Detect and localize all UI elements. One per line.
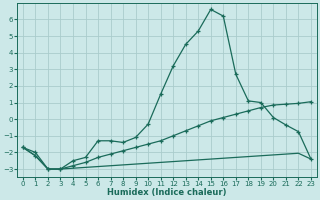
X-axis label: Humidex (Indice chaleur): Humidex (Indice chaleur) xyxy=(107,188,227,197)
